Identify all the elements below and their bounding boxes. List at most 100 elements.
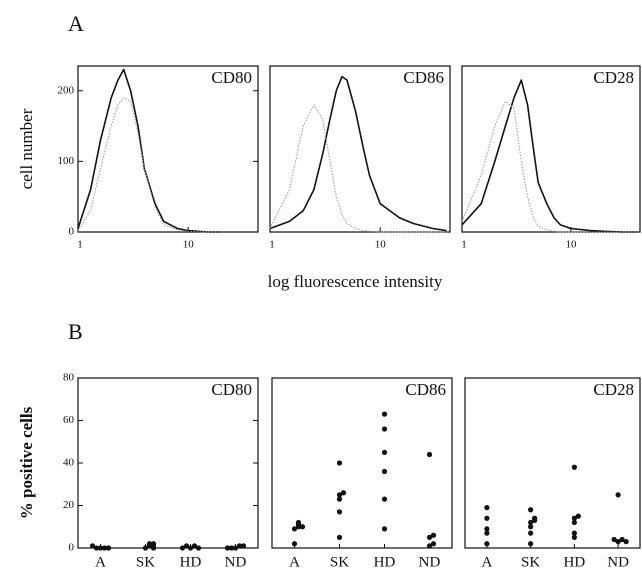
panel-label: A — [68, 11, 84, 36]
data-point — [146, 541, 153, 547]
x-tick-label: 1 — [269, 239, 275, 251]
x-tick-label: A — [95, 554, 106, 570]
histogram-curve — [77, 97, 222, 233]
data-point — [532, 515, 538, 521]
data-point — [528, 507, 534, 513]
data-point — [142, 545, 149, 551]
data-point — [101, 545, 108, 551]
data-point — [195, 545, 202, 551]
data-point — [528, 519, 534, 526]
plot-frame — [271, 377, 453, 549]
panel-title: CD28 — [593, 380, 634, 399]
data-point — [93, 545, 100, 551]
panel-title: CD80 — [211, 380, 252, 399]
data-point — [484, 505, 490, 511]
data-point — [528, 541, 534, 547]
panel-title: CD86 — [405, 380, 446, 399]
data-point — [336, 496, 343, 502]
data-point — [615, 492, 621, 498]
data-point — [89, 543, 96, 549]
y-tick-label: 0 — [69, 542, 75, 554]
data-point — [430, 532, 437, 538]
data-point — [105, 545, 112, 551]
data-point — [336, 509, 343, 515]
data-point — [484, 515, 490, 521]
plot-frame — [461, 65, 641, 233]
data-point — [150, 545, 157, 551]
data-point — [228, 545, 235, 551]
histogram-curve — [269, 75, 447, 232]
panel-title: CD28 — [593, 68, 634, 87]
data-point — [619, 536, 625, 543]
x-tick-label: ND — [225, 554, 247, 570]
data-point — [236, 543, 243, 549]
y-tick-label: 200 — [58, 84, 75, 96]
data-point — [179, 545, 186, 551]
x-tick-label: HD — [564, 554, 586, 570]
data-point — [528, 530, 534, 536]
data-point — [381, 468, 388, 475]
data-point — [575, 513, 581, 519]
x-tick-label: SK — [521, 554, 540, 570]
data-point — [340, 490, 347, 496]
y-tick-label: 80 — [63, 372, 75, 384]
y-tick-label: 20 — [63, 499, 75, 511]
data-point — [426, 543, 433, 549]
data-point — [240, 543, 247, 549]
panel-title: CD80 — [211, 68, 252, 87]
data-point — [187, 545, 194, 551]
data-point — [336, 460, 343, 466]
data-point — [381, 526, 388, 532]
data-point — [571, 530, 577, 536]
data-point — [484, 530, 490, 536]
data-point — [336, 534, 343, 540]
data-point — [571, 464, 577, 470]
y-tick-label: 40 — [63, 457, 75, 469]
data-point — [299, 524, 306, 530]
data-point — [381, 411, 388, 417]
data-point — [528, 524, 534, 530]
data-point — [291, 526, 298, 532]
panel-title: CD86 — [403, 68, 444, 87]
x-tick-label: ND — [607, 554, 629, 570]
data-point — [191, 543, 198, 549]
x-tick-label: 10 — [375, 239, 387, 251]
data-point — [295, 519, 302, 526]
x-tick-label: A — [289, 554, 300, 570]
x-tick-label: HD — [180, 554, 202, 570]
panel-label: B — [68, 319, 83, 344]
data-point — [381, 449, 388, 455]
x-tick-label: SK — [330, 554, 349, 570]
data-point — [430, 541, 437, 547]
data-point — [426, 451, 433, 458]
plot-frame — [269, 65, 451, 233]
data-point — [426, 534, 433, 540]
data-point — [224, 545, 231, 551]
x-tick-label: HD — [374, 554, 396, 570]
data-point — [484, 541, 490, 547]
y-tick-label: 60 — [63, 414, 75, 426]
data-point — [97, 545, 104, 551]
data-point — [183, 543, 190, 549]
data-point — [615, 539, 621, 545]
y-tick-label: 100 — [58, 155, 75, 167]
data-point — [623, 539, 629, 545]
plot-frame — [464, 377, 641, 549]
data-point — [291, 541, 298, 547]
x-axis-label: log fluorescence intensity — [268, 272, 443, 291]
x-tick-label: 10 — [183, 239, 195, 251]
x-tick-label: 10 — [565, 239, 577, 251]
data-point — [232, 545, 239, 551]
x-tick-label: A — [481, 554, 492, 570]
data-point — [150, 541, 157, 547]
x-tick-label: 1 — [461, 239, 467, 251]
data-point — [381, 496, 388, 502]
data-point — [571, 519, 577, 526]
plot-frame — [77, 377, 259, 549]
data-point — [336, 492, 343, 498]
data-point — [484, 526, 490, 532]
x-tick-label: 1 — [77, 239, 83, 251]
y-axis-label: % positive cells — [17, 406, 36, 519]
